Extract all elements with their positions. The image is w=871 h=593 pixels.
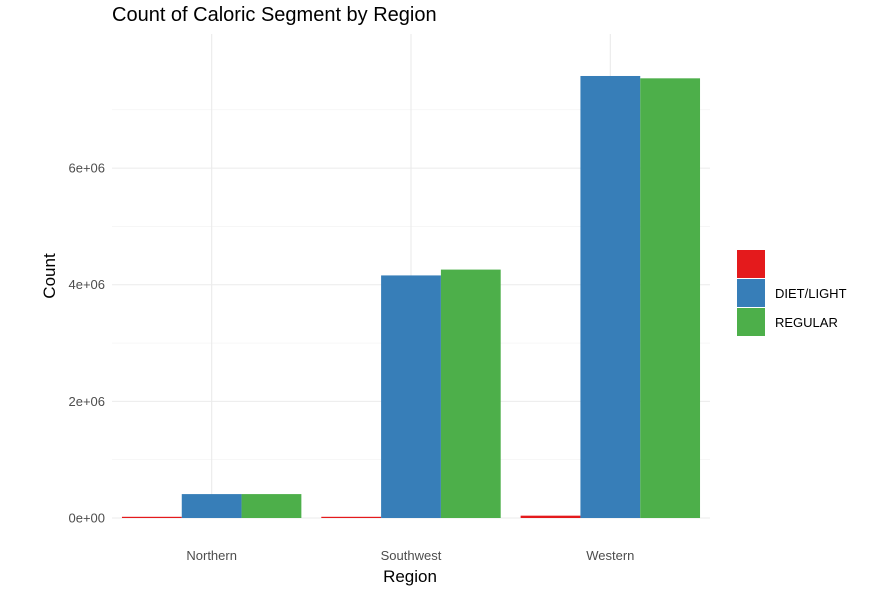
- legend-key: [737, 279, 765, 307]
- bar: [121, 516, 182, 518]
- bars: [121, 75, 701, 519]
- x-axis-label: Region: [383, 567, 437, 586]
- bar: [580, 75, 641, 519]
- bar: [520, 515, 581, 518]
- bar: [181, 494, 242, 518]
- bar: [440, 269, 501, 518]
- bar: [241, 494, 302, 518]
- bar: [321, 516, 382, 518]
- y-tick-label: 6e+06: [68, 161, 105, 176]
- chart-title: Count of Caloric Segment by Region: [112, 4, 437, 26]
- x-tick-label: Southwest: [381, 548, 442, 563]
- y-axis-label: Count: [40, 253, 59, 299]
- y-tick-label: 0e+00: [68, 511, 105, 526]
- x-tick-label: Northern: [186, 548, 237, 563]
- y-axis-ticks: 0e+00 2e+06 4e+06 6e+06: [68, 161, 105, 526]
- bar: [640, 78, 701, 519]
- x-axis-ticks: Northern Southwest Western: [186, 548, 634, 563]
- y-tick-label: 2e+06: [68, 394, 105, 409]
- legend-key: [737, 250, 765, 278]
- x-tick-label: Western: [586, 548, 634, 563]
- legend-label: REGULAR: [775, 315, 838, 330]
- legend: DIET/LIGHT REGULAR: [737, 250, 847, 336]
- legend-key: [737, 308, 765, 336]
- legend-label: DIET/LIGHT: [775, 286, 847, 301]
- y-tick-label: 4e+06: [68, 277, 105, 292]
- bar: [381, 275, 441, 518]
